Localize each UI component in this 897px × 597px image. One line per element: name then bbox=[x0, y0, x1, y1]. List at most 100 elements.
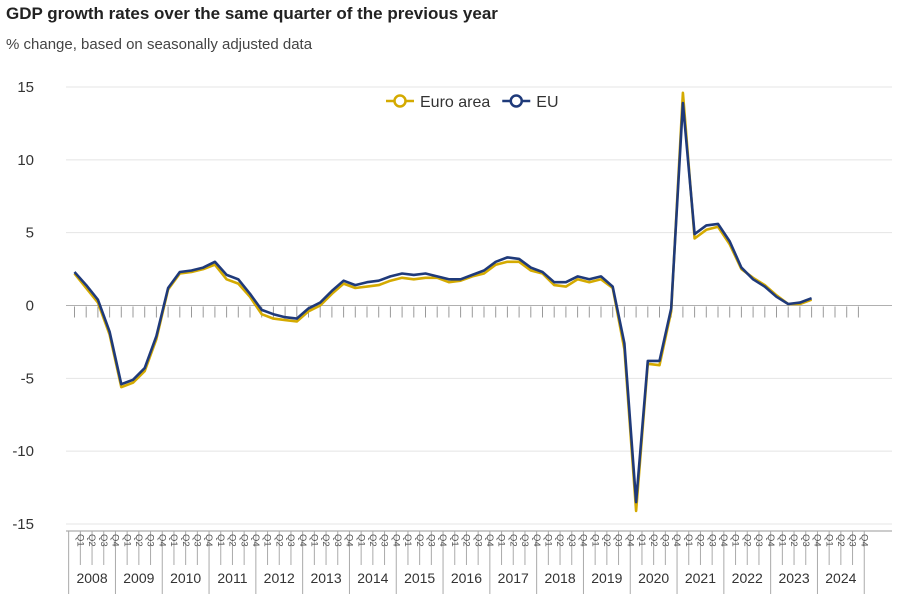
quarter-tick-label: Q2 bbox=[835, 534, 846, 547]
quarter-tick-label: Q2 bbox=[414, 534, 425, 547]
quarter-tick-label: Q3 bbox=[426, 534, 437, 547]
quarter-tick-label: Q1 bbox=[75, 534, 86, 547]
quarter-tick-label: Q2 bbox=[695, 534, 706, 547]
y-tick-label: -15 bbox=[12, 516, 34, 533]
quarter-tick-label: Q2 bbox=[601, 534, 612, 547]
year-tick-label: 2023 bbox=[778, 570, 809, 586]
quarter-tick-label: Q4 bbox=[437, 534, 448, 547]
x-axis: Q1 Q2 Q3 Q4 Q1 Q2 Q3 Q4 Q1 Q2 Q3 Q4 Q1 Q2 Q3 Q4 Q1 Q2 Q3 Q4… bbox=[66, 306, 892, 594]
series-line-euro-area bbox=[73, 91, 813, 513]
quarter-tick-label: Q2 bbox=[320, 534, 331, 547]
quarter-tick-label: Q4 bbox=[765, 534, 776, 547]
quarter-tick-label: Q2 bbox=[227, 534, 238, 547]
quarter-tick-label: Q4 bbox=[812, 534, 823, 547]
quarter-tick-label: Q2 bbox=[86, 534, 97, 547]
year-tick-label: 2014 bbox=[357, 570, 388, 586]
quarter-tick-label: Q3 bbox=[472, 534, 483, 547]
quarter-tick-label: Q4 bbox=[484, 534, 495, 547]
year-tick-label: 2013 bbox=[310, 570, 341, 586]
y-axis: 15 10 5 0 -5 -10 -15 bbox=[12, 79, 34, 533]
quarter-tick-label: Q1 bbox=[449, 534, 460, 547]
quarter-tick-label: Q4 bbox=[718, 534, 729, 547]
y-tick-label: -5 bbox=[21, 370, 34, 387]
year-tick-label: 2021 bbox=[685, 570, 716, 586]
quarter-tick-label: Q3 bbox=[98, 534, 109, 547]
y-tick-label: 15 bbox=[17, 79, 34, 96]
year-tick-label: 2008 bbox=[76, 570, 107, 586]
quarter-tick-label: Q2 bbox=[461, 534, 472, 547]
year-tick-label: 2019 bbox=[591, 570, 622, 586]
quarter-tick-label: Q2 bbox=[741, 534, 752, 547]
quarter-tick-label: Q1 bbox=[262, 534, 273, 547]
quarter-tick-label: Q2 bbox=[788, 534, 799, 547]
legend-label: Euro area bbox=[420, 94, 490, 111]
legend-item: Euro area bbox=[386, 94, 490, 111]
year-tick-label: 2024 bbox=[825, 570, 856, 586]
quarter-tick-label: Q1 bbox=[543, 534, 554, 547]
chart-subtitle: % change, based on seasonally adjusted d… bbox=[6, 36, 313, 53]
year-tick-label: 2012 bbox=[264, 570, 295, 586]
quarter-tick-label: Q2 bbox=[367, 534, 378, 547]
quarter-tick-label: Q4 bbox=[390, 534, 401, 547]
quarter-tick-label: Q4 bbox=[110, 534, 121, 547]
quarter-tick-label: Q4 bbox=[578, 534, 589, 547]
quarter-tick-label: Q3 bbox=[566, 534, 577, 547]
legend-swatch-marker bbox=[509, 94, 524, 108]
quarter-tick-label: Q2 bbox=[273, 534, 284, 547]
quarter-tick-label: Q4 bbox=[858, 534, 869, 547]
quarter-tick-label: Q3 bbox=[238, 534, 249, 547]
year-tick-label: 2009 bbox=[123, 570, 154, 586]
quarter-tick-label: Q2 bbox=[648, 534, 659, 547]
year-tick-label: 2016 bbox=[451, 570, 482, 586]
legend-label: EU bbox=[536, 94, 558, 111]
series-lines bbox=[73, 91, 813, 513]
quarter-tick-label: Q4 bbox=[250, 534, 261, 547]
quarter-tick-label: Q1 bbox=[402, 534, 413, 547]
quarter-tick-label: Q4 bbox=[531, 534, 542, 547]
quarter-tick-label: Q1 bbox=[589, 534, 600, 547]
quarter-tick-label: Q3 bbox=[379, 534, 390, 547]
chart-title: GDP growth rates over the same quarter o… bbox=[6, 4, 498, 23]
quarter-tick-label: Q4 bbox=[624, 534, 635, 547]
quarter-tick-label: Q3 bbox=[660, 534, 671, 547]
year-tick-label: 2018 bbox=[544, 570, 575, 586]
quarter-tick-label: Q1 bbox=[355, 534, 366, 547]
year-tick-label: 2020 bbox=[638, 570, 669, 586]
legend: Euro area EU bbox=[386, 94, 559, 111]
quarter-tick-label: Q1 bbox=[309, 534, 320, 547]
series-line-eu bbox=[73, 101, 813, 504]
year-tick-label: 2015 bbox=[404, 570, 435, 586]
quarter-tick-label: Q3 bbox=[519, 534, 530, 547]
quarter-tick-label: Q3 bbox=[847, 534, 858, 547]
quarter-tick-label: Q1 bbox=[777, 534, 788, 547]
gridlines bbox=[66, 86, 892, 525]
quarter-tick-label: Q1 bbox=[730, 534, 741, 547]
y-tick-label: 5 bbox=[26, 225, 34, 242]
quarter-tick-label: Q1 bbox=[215, 534, 226, 547]
quarter-tick-label: Q1 bbox=[823, 534, 834, 547]
quarter-tick-label: Q3 bbox=[613, 534, 624, 547]
quarter-tick-label: Q3 bbox=[800, 534, 811, 547]
legend-swatch-marker bbox=[393, 94, 407, 108]
y-tick-label: -10 bbox=[12, 443, 34, 460]
legend-item: EU bbox=[502, 94, 559, 111]
year-tick-label: 2017 bbox=[498, 570, 529, 586]
quarter-tick-label: Q1 bbox=[636, 534, 647, 547]
quarter-tick-label: Q1 bbox=[121, 534, 132, 547]
quarter-tick-label: Q4 bbox=[344, 534, 355, 547]
quarter-tick-label: Q1 bbox=[683, 534, 694, 547]
quarter-tick-label: Q3 bbox=[753, 534, 764, 547]
quarter-tick-label: Q2 bbox=[507, 534, 518, 547]
quarter-tick-label: Q2 bbox=[133, 534, 144, 547]
quarter-tick-label: Q4 bbox=[297, 534, 308, 547]
year-tick-label: 2011 bbox=[217, 570, 247, 586]
quarter-tick-label: Q1 bbox=[168, 534, 179, 547]
quarter-tick-label: Q3 bbox=[285, 534, 296, 547]
quarter-tick-label: Q1 bbox=[496, 534, 507, 547]
year-tick-label: 2010 bbox=[170, 570, 201, 586]
y-tick-label: 0 bbox=[26, 298, 34, 315]
quarter-tick-label: Q3 bbox=[332, 534, 343, 547]
y-tick-label: 10 bbox=[17, 152, 34, 169]
quarter-tick-label: Q4 bbox=[671, 534, 682, 547]
